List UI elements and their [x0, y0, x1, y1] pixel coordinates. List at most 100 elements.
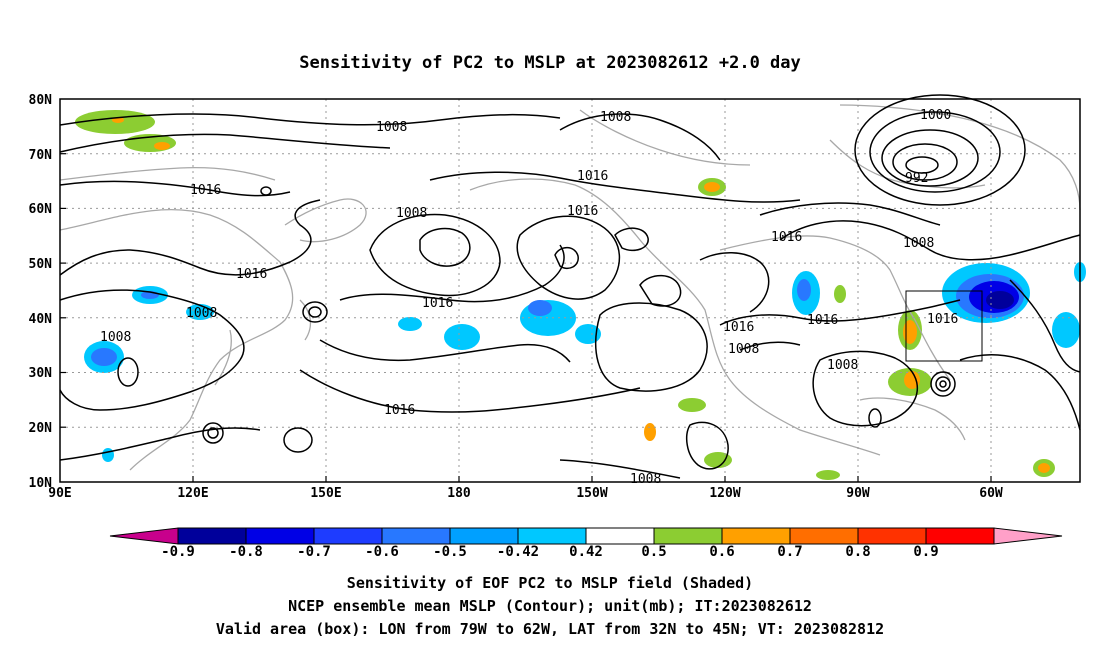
coastline-arctic-islands [829, 139, 986, 189]
contour-line [59, 180, 291, 197]
grid [60, 99, 1080, 482]
contour-label: 1008 [728, 342, 759, 357]
figure-title: Sensitivity of PC2 to MSLP at 2023082612… [299, 53, 801, 73]
contour-line [299, 369, 641, 413]
valid-area-box [905, 290, 983, 362]
contour-label: 1008 [186, 306, 217, 321]
contour-line [429, 171, 801, 203]
colorbar-segment [925, 527, 995, 545]
contour-label: 992 [905, 171, 928, 186]
contour-label: 1016 [567, 204, 598, 219]
lon-tick-label: 90W [846, 486, 870, 501]
coastline-siberia [59, 166, 276, 181]
colorbar-label: -0.6 [365, 544, 399, 560]
mslp-contours [59, 94, 1081, 479]
contour-closed [369, 213, 501, 297]
colorbar-label: 0.8 [845, 544, 870, 560]
contour-line [559, 459, 681, 479]
lat-tick-label: 60N [29, 202, 53, 217]
contour-label: 1000 [920, 108, 951, 123]
contour-closed [812, 350, 919, 427]
lon-tick-label: 120W [709, 486, 740, 501]
caption-line-2: NCEP ensemble mean MSLP (Contour); unit(… [288, 597, 812, 615]
contour-line [1009, 279, 1081, 373]
lon-tick-labels: 90E 120E 150E 180 150W 120W 90W 60W [48, 486, 1003, 501]
contour-closed [939, 380, 947, 388]
contour-line [699, 252, 770, 313]
contour-closed [117, 357, 139, 387]
contour-closed [935, 376, 951, 392]
colorbar-label: -0.9 [161, 544, 195, 560]
colorbar-segment [245, 527, 315, 545]
colorbar-segment [789, 527, 859, 545]
contour-line [339, 244, 565, 303]
lat-tick-label: 40N [29, 312, 53, 327]
contour-line [719, 299, 961, 326]
lat-tick-label: 50N [29, 257, 53, 272]
shade-negative-core [528, 300, 552, 316]
contour-line [59, 113, 561, 126]
contour-line [319, 339, 571, 363]
contour-labels: 1008 1008 1000 992 1016 1016 1008 1016 1… [100, 108, 958, 487]
colorbar-segment [857, 527, 927, 545]
colorbar-labels: -0.9 -0.8 -0.7 -0.6 -0.5 -0.42 0.42 0.5 … [161, 544, 939, 560]
coastline-taiwan [214, 329, 232, 386]
coastline-north-america-east [719, 235, 951, 381]
map-frame [59, 98, 1081, 483]
shade-positive-core [904, 371, 920, 389]
tick-marks [60, 153, 992, 482]
lon-tick-label: 150W [576, 486, 607, 501]
colorbar-label: -0.8 [229, 544, 263, 560]
contour-closed [869, 111, 1001, 193]
contour-closed [930, 371, 956, 397]
contour-closed [302, 301, 328, 323]
lon-tick-label: 150E [310, 486, 341, 501]
contour-line [779, 220, 1081, 261]
contour-closed [892, 143, 958, 181]
contour-line [959, 354, 1081, 431]
contour-line [59, 199, 321, 276]
colorbar-label: 0.7 [777, 544, 802, 560]
contour-label: 1016 [384, 403, 415, 418]
colorbar-segment [585, 527, 655, 545]
contour-line [59, 133, 391, 153]
colorbar-segment [313, 527, 383, 545]
contour-closed [881, 129, 979, 187]
coastline-japan [299, 299, 312, 341]
contour-closed [516, 215, 621, 300]
contour-label: 1008 [396, 206, 427, 221]
shade-positive-core [154, 142, 170, 150]
lon-tick-label: 180 [447, 486, 471, 501]
lat-tick-label: 20N [29, 421, 53, 436]
lat-tick-label: 30N [29, 366, 53, 381]
contour-closed [639, 274, 682, 307]
shade-positive-blob [678, 398, 706, 412]
colorbar-segment [177, 527, 247, 545]
colorbar-label: 0.6 [709, 544, 734, 560]
colorbar-label: 0.9 [913, 544, 938, 560]
colorbar-label: 0.5 [641, 544, 666, 560]
colorbar-label: -0.42 [497, 544, 539, 560]
contour-closed [207, 427, 219, 439]
coastline-asia [59, 209, 294, 471]
contour-closed [854, 94, 1026, 206]
shade-negative-core [797, 279, 811, 301]
contour-closed [554, 246, 579, 270]
contour-label: 1016 [927, 312, 958, 327]
shade-negative-blob [102, 448, 114, 462]
contour-label: 1016 [422, 296, 453, 311]
contour-line [59, 289, 245, 411]
coastline-kamchatka [284, 198, 367, 243]
contour-label: 1008 [827, 358, 858, 373]
contour-closed [595, 302, 708, 392]
sensitivity-shading [75, 110, 1086, 480]
lat-tick-label: 10N [29, 476, 53, 491]
contour-label: 1008 [630, 472, 661, 487]
colorbar-max-triangle [993, 527, 1063, 545]
contour-closed [202, 422, 224, 444]
contour-closed [868, 408, 882, 428]
shade-negative-blob [575, 324, 601, 344]
colorbar [109, 527, 1063, 545]
contour-closed [260, 186, 272, 196]
colorbar-segment [449, 527, 519, 545]
